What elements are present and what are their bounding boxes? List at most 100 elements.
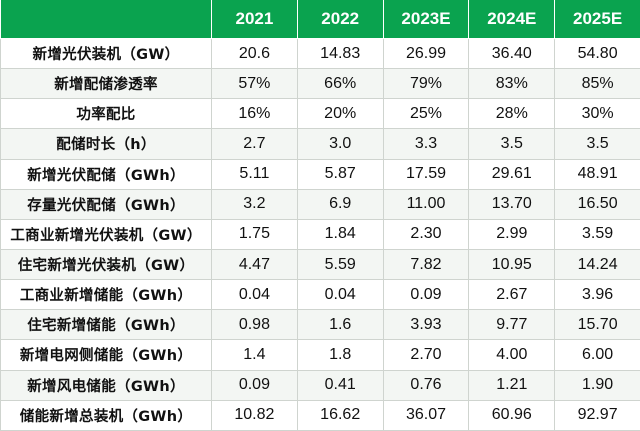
value-cell: 26.99 (382, 37, 470, 70)
value-cell: 0.09 (382, 279, 470, 311)
row-label: 住宅新增光伏装机（GW） (0, 248, 212, 281)
value-cell: 10.95 (468, 248, 556, 281)
table-row: 工商业新增光伏装机（GW） 1.75 1.84 2.30 2.99 3.59 (0, 218, 640, 250)
value-cell: 60.96 (468, 399, 556, 431)
value-cell: 16.50 (554, 188, 640, 220)
year-header: 2022 (297, 0, 384, 39)
value-cell: 5.87 (296, 158, 384, 190)
value-cell: 0.04 (296, 279, 384, 311)
year-header: 2021 (211, 0, 298, 39)
value-cell: 1.75 (211, 218, 298, 250)
row-label: 功率配比 (0, 98, 212, 130)
value-cell: 5.59 (296, 248, 384, 281)
value-cell: 3.59 (554, 218, 640, 250)
row-label: 新增光伏配储（GWh） (0, 158, 212, 190)
row-label: 新增电网侧储能（GWh） (0, 339, 212, 371)
value-cell: 28% (468, 98, 556, 130)
value-cell: 30% (554, 98, 640, 130)
value-cell: 4.00 (468, 339, 556, 371)
value-cell: 0.76 (382, 369, 470, 401)
value-cell: 1.6 (296, 309, 384, 341)
value-cell: 14.24 (554, 248, 640, 281)
header-row: 2021 2022 2023E 2024E 2025E (0, 0, 640, 39)
row-label: 新增配储渗透率 (0, 68, 212, 100)
value-cell: 20% (296, 98, 384, 130)
value-cell: 25% (382, 98, 470, 130)
value-cell: 36.07 (382, 399, 470, 431)
row-label: 住宅新增储能（GWh） (0, 309, 212, 341)
table-header: 2021 2022 2023E 2024E 2025E (0, 0, 640, 39)
year-header: 2023E (383, 0, 470, 39)
value-cell: 11.00 (382, 188, 470, 220)
row-label: 工商业新增光伏装机（GW） (0, 218, 212, 250)
table-row: 配储时长（h） 2.7 3.0 3.3 3.5 3.5 (0, 128, 640, 160)
value-cell: 5.11 (211, 158, 298, 190)
value-cell: 29.61 (468, 158, 556, 190)
table-row: 新增光伏装机（GW） 20.6 14.83 26.99 36.40 54.80 (0, 37, 640, 70)
value-cell: 9.77 (468, 309, 556, 341)
value-cell: 20.6 (211, 37, 298, 70)
row-label: 新增风电储能（GWh） (0, 369, 212, 401)
value-cell: 10.82 (211, 399, 298, 431)
value-cell: 2.7 (211, 128, 298, 160)
year-header: 2024E (468, 0, 556, 39)
value-cell: 1.84 (296, 218, 384, 250)
value-cell: 14.83 (296, 37, 384, 70)
table-body: 新增光伏装机（GW） 20.6 14.83 26.99 36.40 54.80 新增配储渗透… (0, 37, 640, 431)
value-cell: 0.41 (296, 369, 384, 401)
value-cell: 83% (468, 68, 556, 100)
table-row: 住宅新增储能（GWh） 0.98 1.6 3.93 9.77 15.70 (0, 309, 640, 341)
value-cell: 36.40 (468, 37, 556, 70)
table-row: 住宅新增光伏装机（GW） 4.47 5.59 7.82 10.95 14.24 (0, 248, 640, 281)
value-cell: 17.59 (382, 158, 470, 190)
value-cell: 1.8 (296, 339, 384, 371)
value-cell: 54.80 (554, 37, 640, 70)
value-cell: 2.99 (468, 218, 556, 250)
value-cell: 3.5 (554, 128, 640, 160)
row-label: 配储时长（h） (0, 128, 212, 160)
value-cell: 0.04 (211, 279, 298, 311)
value-cell: 2.30 (382, 218, 470, 250)
table-row: 存量光伏配储（GWh） 3.2 6.9 11.00 13.70 16.50 (0, 188, 640, 220)
row-label: 储能新增总装机（GWh） (0, 399, 212, 431)
table-row: 新增配储渗透率 57% 66% 79% 83% 85% (0, 68, 640, 100)
value-cell: 3.0 (296, 128, 384, 160)
value-cell: 3.2 (211, 188, 298, 220)
value-cell: 2.67 (468, 279, 556, 311)
value-cell: 85% (554, 68, 640, 100)
value-cell: 15.70 (554, 309, 640, 341)
value-cell: 2.70 (382, 339, 470, 371)
row-label: 存量光伏配储（GWh） (0, 188, 212, 220)
value-cell: 3.3 (382, 128, 470, 160)
value-cell: 16% (211, 98, 298, 130)
value-cell: 3.5 (468, 128, 556, 160)
value-cell: 1.4 (211, 339, 298, 371)
value-cell: 79% (382, 68, 470, 100)
year-header: 2025E (554, 0, 640, 39)
value-cell: 92.97 (554, 399, 640, 431)
value-cell: 4.47 (211, 248, 298, 281)
row-label: 新增光伏装机（GW） (0, 37, 212, 70)
value-cell: 0.98 (211, 309, 298, 341)
header-corner-cell (0, 0, 212, 39)
table-row: 新增电网侧储能（GWh） 1.4 1.8 2.70 4.00 6.00 (0, 339, 640, 371)
table-row: 储能新增总装机（GWh） 10.82 16.62 36.07 60.96 92.97 (0, 399, 640, 431)
value-cell: 1.90 (554, 369, 640, 401)
value-cell: 66% (296, 68, 384, 100)
table-row: 工商业新增储能（GWh） 0.04 0.04 0.09 2.67 3.96 (0, 279, 640, 311)
value-cell: 6.9 (296, 188, 384, 220)
value-cell: 3.96 (554, 279, 640, 311)
value-cell: 57% (211, 68, 298, 100)
table-row: 功率配比 16% 20% 25% 28% 30% (0, 98, 640, 130)
table-row: 新增风电储能（GWh） 0.09 0.41 0.76 1.21 1.90 (0, 369, 640, 401)
value-cell: 7.82 (382, 248, 470, 281)
value-cell: 16.62 (296, 399, 384, 431)
value-cell: 1.21 (468, 369, 556, 401)
table-row: 新增光伏配储（GWh） 5.11 5.87 17.59 29.61 48.91 (0, 158, 640, 190)
value-cell: 48.91 (554, 158, 640, 190)
value-cell: 0.09 (211, 369, 298, 401)
value-cell: 13.70 (468, 188, 556, 220)
value-cell: 3.93 (382, 309, 470, 341)
